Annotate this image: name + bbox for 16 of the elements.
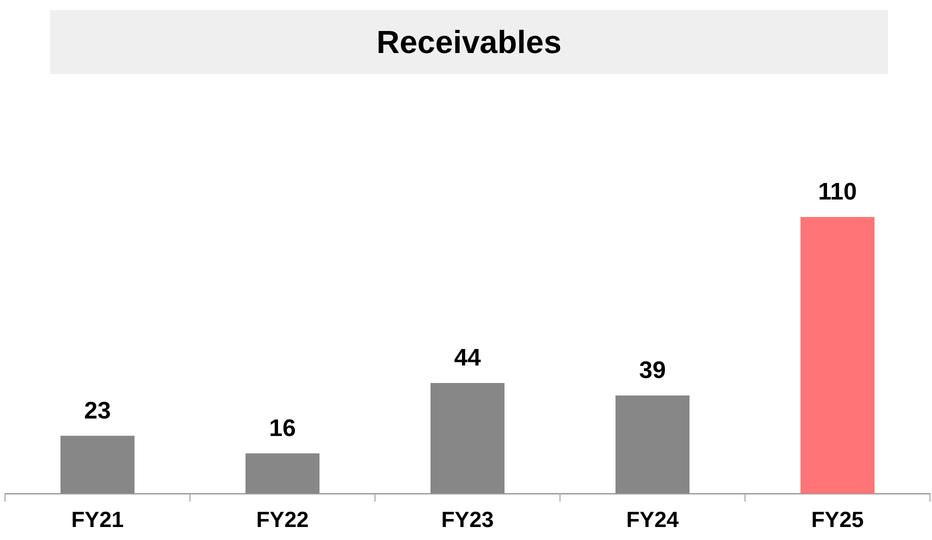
chart-title: Receivables [50,10,888,74]
x-tick-label: FY23 [441,506,494,532]
x-tick-label: FY22 [256,506,309,532]
bar [246,453,320,494]
data-label: 39 [639,357,666,384]
data-label: 16 [269,414,296,442]
bar [800,217,874,494]
bar [616,396,690,494]
x-tick-label: FY21 [71,506,124,532]
bar [430,382,504,494]
x-tick-label: FY25 [811,506,864,532]
data-label: 44 [454,344,482,372]
data-label: 23 [84,397,111,424]
data-label: 110 [818,178,857,206]
x-tick-label: FY24 [626,506,680,532]
bar [60,436,134,494]
